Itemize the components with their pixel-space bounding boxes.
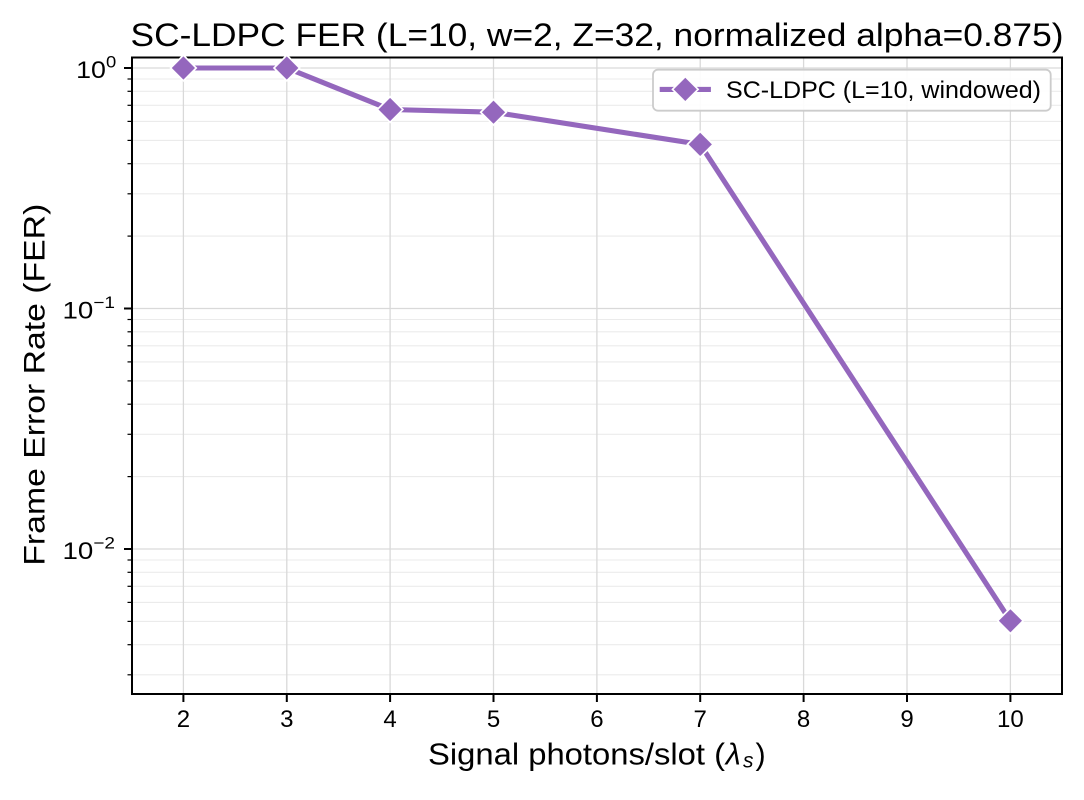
svg-text:SC-LDPC (L=10, windowed): SC-LDPC (L=10, windowed) [726,77,1041,104]
svg-text:10−2: 10 −2 [63,535,116,566]
svg-text:): ) [756,738,766,772]
svg-text:9: 9 [900,706,913,733]
svg-text:Frame Error Rate (FER): Frame Error Rate (FER) [18,204,51,566]
svg-text:s: s [743,750,754,773]
svg-text:5: 5 [487,706,500,733]
svg-text:3: 3 [280,706,293,733]
svg-text:7: 7 [694,706,707,733]
svg-text:Signal photons/slot (: Signal photons/slot ( [428,738,725,772]
svg-text:4: 4 [383,706,396,733]
svg-text:6: 6 [590,706,603,733]
svg-text:8: 8 [797,706,810,733]
svg-text:2: 2 [177,706,190,733]
svg-text:10: 10 [997,706,1024,733]
svg-text:SC-LDPC FER (L=10, w=2, Z=32,: SC-LDPC FER (L=10, w=2, Z=32, normalized… [131,17,1064,53]
svg-text:λ: λ [724,738,741,772]
